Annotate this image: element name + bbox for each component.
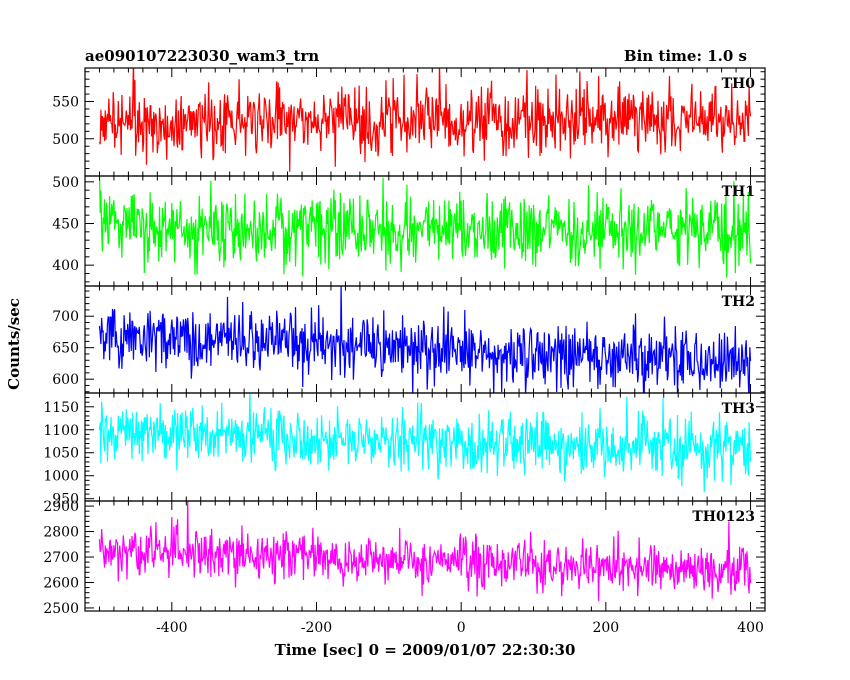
y-axis-label: Counts/sec (5, 298, 23, 390)
y-tick-label: 2800 (43, 525, 79, 541)
x-tick-label: 400 (737, 620, 764, 636)
y-tick-label: 400 (52, 258, 79, 274)
y-tick-label: 1150 (43, 400, 79, 416)
series-line-th0123 (98, 501, 752, 602)
y-tick-label: 2700 (43, 550, 79, 566)
panel-th0: 500 550 TH0 (52, 67, 766, 177)
panel-label-th0: TH0 (722, 76, 756, 92)
series-line-th0 (98, 68, 752, 172)
panel-label-th0123: TH0123 (692, 509, 755, 525)
panel-th1: 400 450 500 TH1 (52, 175, 766, 287)
panel-label-th3: TH3 (722, 401, 755, 417)
y-tick-label: 950 (52, 492, 79, 508)
x-tick-label: 0 (457, 620, 466, 636)
y-tick-label: 1100 (43, 423, 79, 439)
panel-th3: 950 1000 1050 1100 1150 TH3 (43, 392, 766, 508)
chart-title: ae090107223030_wam3_trn (85, 47, 319, 65)
y-tick-label: 550 (52, 95, 79, 111)
bin-time-label: Bin time: 1.0 s (624, 47, 747, 65)
y-tick-label: 600 (52, 372, 79, 388)
series-line-th1 (98, 176, 752, 278)
y-tick-label: 650 (52, 341, 79, 357)
y-tick-label: 2600 (43, 575, 79, 591)
series-line-th3 (98, 393, 752, 493)
panel-label-th1: TH1 (722, 184, 755, 200)
y-tick-label: 1050 (43, 446, 79, 462)
y-tick-label: 500 (52, 132, 79, 148)
x-axis-label: Time [sec] 0 = 2009/01/07 22:30:30 (275, 641, 576, 659)
y-tick-label: 500 (52, 175, 79, 191)
panels-group: 500 550 TH0 400 450 500 TH1 600 650 700 TH2 950 1000… (43, 67, 766, 617)
x-tick-label: 200 (592, 620, 619, 636)
panel-label-th2: TH2 (722, 294, 755, 310)
y-tick-label: 450 (52, 217, 79, 233)
y-tick-label: 2900 (43, 499, 79, 515)
x-axis-ticks: -400 -200 0 200 400 (156, 620, 764, 636)
y-tick-label: 1000 (43, 469, 79, 485)
x-tick-label: -400 (156, 620, 187, 636)
series-line-th2 (98, 286, 752, 393)
x-tick-label: -200 (301, 620, 332, 636)
y-tick-label: 700 (52, 309, 79, 325)
panel-th0123: 2500 2600 2700 2800 2900 TH0123 (43, 499, 766, 617)
panel-frame (84, 500, 766, 612)
y-tick-label: 2500 (43, 601, 79, 617)
panel-th2: 600 650 700 TH2 (52, 285, 766, 394)
